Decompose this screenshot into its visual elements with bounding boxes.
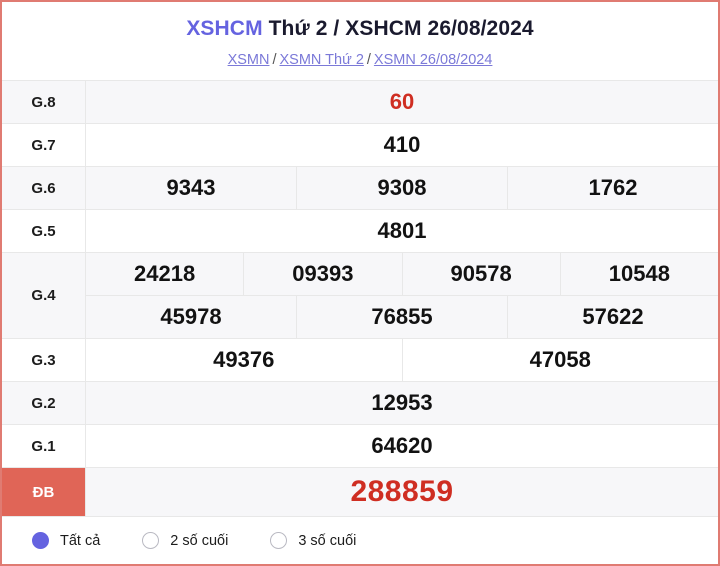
prize-row-g5: G.5 4801 xyxy=(2,210,718,253)
prize-label-g2: G.2 xyxy=(2,382,86,424)
prize-cells-g8: 60 xyxy=(86,81,718,123)
prize-label-g8: G.8 xyxy=(2,81,86,123)
prize-number-jackpot: 288859 xyxy=(350,475,454,508)
prize-row-g6: G.6 9343 9308 1762 xyxy=(2,167,718,210)
prize-cells-g3: 49376 47058 xyxy=(86,339,718,381)
prize-label-g6: G.6 xyxy=(2,167,86,209)
prize-number: 64620 xyxy=(371,433,433,458)
prize-label-db-badge: ĐB xyxy=(2,468,85,516)
filter-option-last-3[interactable]: 3 số cuối xyxy=(270,532,356,549)
prize-number: 57622 xyxy=(582,304,644,329)
filter-option-last-2[interactable]: 2 số cuối xyxy=(142,532,228,549)
filter-label: Tất cả xyxy=(60,532,101,549)
prize-number: 47058 xyxy=(529,347,591,372)
prize-row-db: ĐB 288859 xyxy=(2,468,718,517)
prize-cells-g5: 4801 xyxy=(86,210,718,252)
radio-icon[interactable] xyxy=(142,532,160,549)
prize-number: 76855 xyxy=(297,296,508,338)
prize-number: 60 xyxy=(389,89,415,114)
prize-cells-g7: 410 xyxy=(86,124,718,166)
prize-row-g3: G.3 49376 47058 xyxy=(2,339,718,382)
page-title: XSHCM Thứ 2 / XSHCM 26/08/2024 xyxy=(2,16,718,42)
prize-row-g2: G.2 12953 xyxy=(2,382,718,425)
breadcrumb-separator: / xyxy=(366,52,371,68)
prize-cells-db: 288859 xyxy=(86,468,718,516)
prize-number: 90578 xyxy=(403,253,561,295)
results-header: XSHCM Thứ 2 / XSHCM 26/08/2024 XSMN / XSMN… xyxy=(2,2,718,70)
page-title-rest: Thứ 2 / XSHCM 26/08/2024 xyxy=(268,17,534,40)
radio-icon[interactable] xyxy=(270,532,288,549)
filter-option-all[interactable]: Tất cả xyxy=(32,532,100,549)
prize-label-g5: G.5 xyxy=(2,210,86,252)
prize-row-g4: G.4 24218 09393 90578 10548 45978 76855 … xyxy=(2,253,718,339)
prize-subrow-g4-2: 45978 76855 57622 xyxy=(86,296,718,338)
prize-number: 9308 xyxy=(297,167,508,209)
prize-number: 4801 xyxy=(377,218,427,243)
results-table: G.8 60 G.7 410 G.6 9343 9308 1762 G.5 48… xyxy=(2,80,718,517)
prize-number: 10548 xyxy=(608,261,670,286)
filter-label: 3 số cuối xyxy=(298,532,357,549)
breadcrumb-separator: / xyxy=(272,52,277,68)
prize-number: 410 xyxy=(383,132,421,157)
prize-row-g8: G.8 60 xyxy=(2,81,718,124)
prize-row-g7: G.7 410 xyxy=(2,124,718,167)
prize-cells-g1: 64620 xyxy=(86,425,718,467)
prize-subrow-g4-1: 24218 09393 90578 10548 xyxy=(86,253,718,296)
radio-icon-selected[interactable] xyxy=(32,532,49,549)
prize-row-g1: G.1 64620 xyxy=(2,425,718,468)
prize-label-g3: G.3 xyxy=(2,339,86,381)
filter-options: Tất cả 2 số cuối 3 số cuối xyxy=(2,517,718,564)
breadcrumb-link-xsmn[interactable]: XSMN xyxy=(227,52,270,68)
prize-number: 12953 xyxy=(371,390,433,415)
prize-label-g4: G.4 xyxy=(2,253,86,338)
prize-number: 49376 xyxy=(86,339,403,381)
prize-number: 1762 xyxy=(588,175,638,200)
page-title-accent: XSHCM xyxy=(186,17,263,40)
prize-cells-g6: 9343 9308 1762 xyxy=(86,167,718,209)
filter-label: 2 số cuối xyxy=(170,532,229,549)
prize-number: 9343 xyxy=(86,167,297,209)
prize-number: 45978 xyxy=(86,296,297,338)
prize-label-g1: G.1 xyxy=(2,425,86,467)
prize-label-g7: G.7 xyxy=(2,124,86,166)
prize-label-db-wrap: ĐB xyxy=(2,468,86,516)
breadcrumb: XSMN / XSMN Thứ 2/XSMN 26/08/2024 xyxy=(2,50,718,70)
breadcrumb-link-xsmn-thu-2[interactable]: XSMN Thứ 2 xyxy=(279,52,364,68)
prize-cells-g2: 12953 xyxy=(86,382,718,424)
prize-number: 24218 xyxy=(86,253,245,295)
prize-number: 09393 xyxy=(244,253,403,295)
breadcrumb-link-xsmn-date[interactable]: XSMN 26/08/2024 xyxy=(373,52,493,68)
prize-cells-g4: 24218 09393 90578 10548 45978 76855 5762… xyxy=(86,253,718,338)
